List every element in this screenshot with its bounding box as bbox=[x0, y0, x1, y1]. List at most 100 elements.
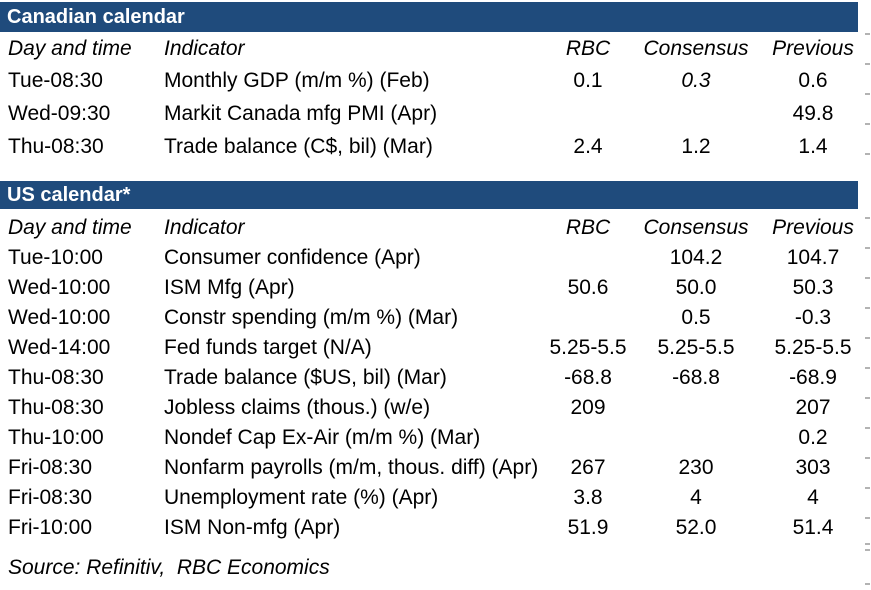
cell-previous: 51.4 bbox=[792, 516, 834, 539]
column-header-indicator: Indicator bbox=[164, 216, 245, 239]
gridline-tick bbox=[865, 153, 870, 155]
cell-day-time: Fri-08:30 bbox=[8, 456, 93, 479]
cell-previous: 104.7 bbox=[786, 246, 840, 269]
cell-previous: 0.2 bbox=[798, 426, 828, 449]
cell-previous: -0.3 bbox=[794, 306, 832, 329]
gridline-tick bbox=[865, 93, 870, 95]
cell-day-time: Fri-10:00 bbox=[8, 516, 93, 539]
gridline-tick bbox=[865, 367, 870, 369]
table-row: Thu-08:30 Trade balance (C$, bil) (Mar) … bbox=[0, 130, 871, 163]
gridline-tick bbox=[865, 487, 870, 489]
cell-consensus: -68.8 bbox=[672, 366, 720, 389]
cell-consensus: 0.5 bbox=[681, 306, 711, 329]
table-row: Tue-08:30 Monthly GDP (m/m %) (Feb) 0.1 … bbox=[0, 64, 871, 97]
cell-consensus: 104.2 bbox=[669, 246, 723, 269]
table-row: Thu-10:00 Nondef Cap Ex-Air (m/m %) (Mar… bbox=[0, 423, 871, 453]
gridline-tick bbox=[865, 457, 870, 459]
column-header-row: Day and time Indicator RBC Consensus Pre… bbox=[0, 209, 871, 243]
gridline-tick bbox=[865, 33, 870, 35]
source-note: Source: Refinitiv, RBC Economics bbox=[8, 556, 330, 579]
gridline-tick bbox=[865, 427, 870, 429]
cell-indicator: Consumer confidence (Apr) bbox=[164, 246, 421, 269]
gridline-tick bbox=[865, 247, 870, 249]
cell-rbc: 51.9 bbox=[567, 516, 609, 539]
cell-indicator: ISM Non-mfg (Apr) bbox=[164, 516, 341, 539]
column-header-day-time: Day and time bbox=[8, 37, 132, 60]
gridline-tick bbox=[865, 63, 870, 65]
cell-previous: 207 bbox=[795, 396, 831, 419]
table-row: Thu-08:30 Jobless claims (thous.) (w/e) … bbox=[0, 393, 871, 423]
table-row: Wed-10:00 ISM Mfg (Apr) 50.6 50.0 50.3 bbox=[0, 273, 871, 303]
gridline-tick bbox=[865, 337, 870, 339]
cell-rbc: 3.8 bbox=[573, 486, 603, 509]
cell-rbc: 267 bbox=[570, 456, 606, 479]
cell-rbc: 0.1 bbox=[573, 68, 603, 92]
cell-day-time: Wed-09:30 bbox=[8, 101, 111, 125]
cell-consensus: 0.3 bbox=[681, 68, 711, 92]
cell-consensus: 5.25-5.5 bbox=[657, 336, 735, 359]
cell-rbc: 50.6 bbox=[567, 276, 609, 299]
cell-indicator: ISM Mfg (Apr) bbox=[164, 276, 295, 299]
table-row: Wed-09:30 Markit Canada mfg PMI (Apr) 49… bbox=[0, 97, 871, 130]
table-row: Tue-10:00 Consumer confidence (Apr) 104.… bbox=[0, 243, 871, 273]
cell-day-time: Tue-10:00 bbox=[8, 246, 103, 269]
cell-consensus: 50.0 bbox=[675, 276, 717, 299]
column-header-previous: Previous bbox=[772, 216, 854, 239]
section-header-bar: US calendar* bbox=[0, 181, 858, 209]
cell-day-time: Wed-14:00 bbox=[8, 336, 111, 359]
gridline-tick bbox=[865, 217, 870, 219]
cell-consensus: 230 bbox=[678, 456, 714, 479]
table-row: Fri-08:30 Unemployment rate (%) (Apr) 3.… bbox=[0, 483, 871, 513]
cell-previous: 50.3 bbox=[792, 276, 834, 299]
cell-indicator: Unemployment rate (%) (Apr) bbox=[164, 486, 439, 509]
cell-rbc: 2.4 bbox=[573, 134, 603, 158]
cell-day-time: Wed-10:00 bbox=[8, 306, 111, 329]
gridline-tick bbox=[865, 549, 870, 551]
cell-rbc: -68.8 bbox=[564, 366, 612, 389]
cell-indicator: Nonfarm payrolls (m/m, thous. diff) (Apr… bbox=[164, 456, 539, 479]
cell-day-time: Fri-08:30 bbox=[8, 486, 93, 509]
section-title: Canadian calendar bbox=[7, 5, 185, 28]
cell-consensus: 1.2 bbox=[681, 134, 711, 158]
cell-indicator: Trade balance ($US, bil) (Mar) bbox=[164, 366, 447, 389]
gridline-tick bbox=[865, 397, 870, 399]
section-header-bar: Canadian calendar bbox=[0, 2, 858, 32]
cell-day-time: Thu-08:30 bbox=[8, 396, 104, 419]
column-header-day-time: Day and time bbox=[8, 216, 132, 239]
column-header-indicator: Indicator bbox=[164, 37, 245, 60]
gridline-tick bbox=[865, 517, 870, 519]
cell-rbc: 209 bbox=[570, 396, 606, 419]
cell-indicator: Constr spending (m/m %) (Mar) bbox=[164, 306, 459, 329]
section-title: US calendar* bbox=[7, 183, 131, 206]
cell-consensus: 4 bbox=[690, 486, 702, 509]
calendar-section: Canadian calendar Day and time Indicator… bbox=[0, 2, 871, 163]
column-header-previous: Previous bbox=[772, 37, 854, 60]
cell-previous: 4 bbox=[807, 486, 819, 509]
cell-indicator: Trade balance (C$, bil) (Mar) bbox=[164, 134, 433, 158]
cell-day-time: Thu-08:30 bbox=[8, 134, 104, 158]
cell-indicator: Jobless claims (thous.) (w/e) bbox=[164, 396, 431, 419]
cell-indicator: Fed funds target (N/A) bbox=[164, 336, 372, 359]
cell-previous: -68.9 bbox=[789, 366, 837, 389]
sections-container: Canadian calendar Day and time Indicator… bbox=[0, 2, 871, 543]
table-row: Fri-08:30 Nonfarm payrolls (m/m, thous. … bbox=[0, 453, 871, 483]
cell-previous: 1.4 bbox=[798, 134, 828, 158]
cell-previous: 49.8 bbox=[792, 101, 834, 125]
gridline-tick bbox=[865, 123, 870, 125]
cell-indicator: Monthly GDP (m/m %) (Feb) bbox=[164, 68, 430, 92]
gridline-tick bbox=[865, 277, 870, 279]
gridline-tick bbox=[865, 583, 870, 585]
gridline-tick bbox=[865, 543, 870, 545]
cell-day-time: Thu-08:30 bbox=[8, 366, 104, 389]
table-row: Thu-08:30 Trade balance ($US, bil) (Mar)… bbox=[0, 363, 871, 393]
cell-previous: 5.25-5.5 bbox=[774, 336, 852, 359]
cell-consensus: 52.0 bbox=[675, 516, 717, 539]
column-header-rbc: RBC bbox=[565, 216, 611, 239]
column-header-consensus: Consensus bbox=[643, 37, 749, 60]
gridline-tick bbox=[865, 307, 870, 309]
table-row: Fri-10:00 ISM Non-mfg (Apr) 51.9 52.0 51… bbox=[0, 513, 871, 543]
table-body: Tue-08:30 Monthly GDP (m/m %) (Feb) 0.1 … bbox=[0, 64, 871, 163]
cell-day-time: Thu-10:00 bbox=[8, 426, 104, 449]
column-header-consensus: Consensus bbox=[643, 216, 749, 239]
